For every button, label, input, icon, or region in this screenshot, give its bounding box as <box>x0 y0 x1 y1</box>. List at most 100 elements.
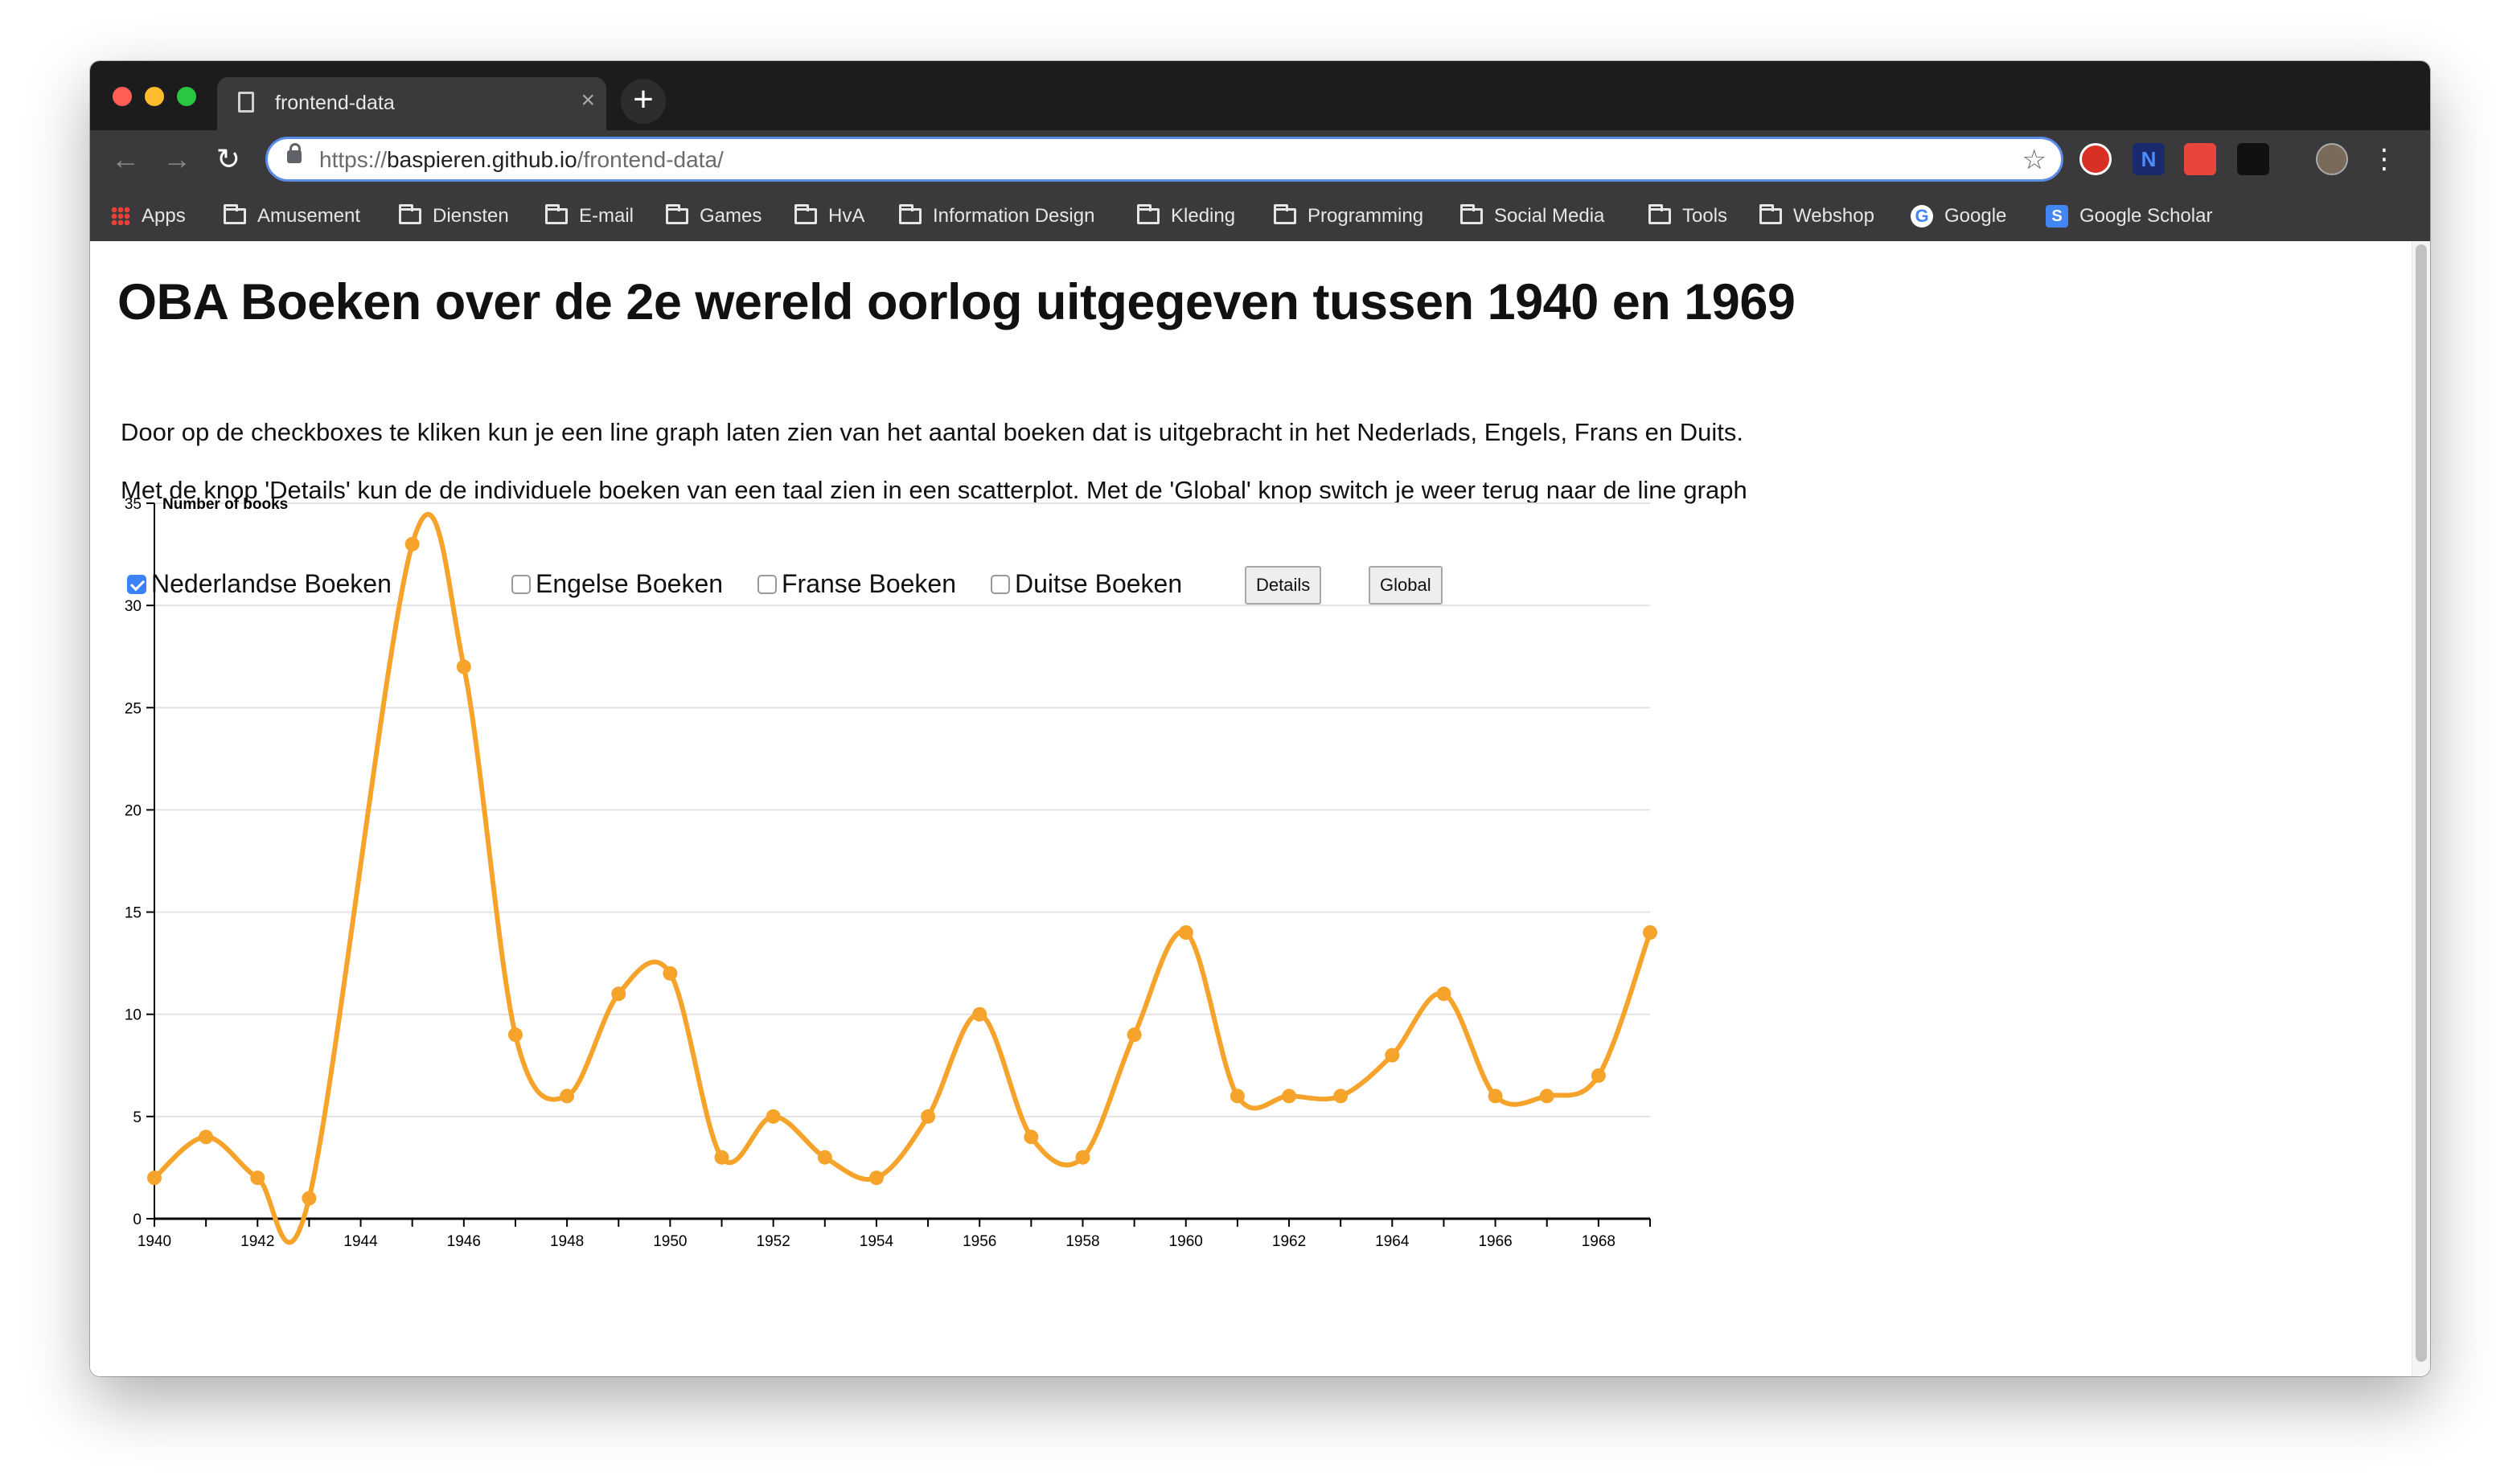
page-content: OBA Boeken over de 2e wereld oorlog uitg… <box>90 241 2430 1376</box>
y-tick-label: 10 <box>125 1007 142 1024</box>
bookmark-label: Apps <box>142 205 186 227</box>
bookmark-kleding[interactable]: Kleding <box>1137 201 1235 232</box>
bookmarks-bar: Apps Amusement Diensten E-mail Games HvA Infor… <box>90 191 2430 241</box>
data-point <box>560 1088 575 1104</box>
data-point <box>404 536 420 551</box>
global-button[interactable]: Global <box>1369 566 1443 605</box>
checkbox-checked-icon[interactable] <box>127 574 146 594</box>
data-point <box>456 659 471 674</box>
tab-title: frontend-data <box>275 92 395 114</box>
lock-icon <box>287 143 302 163</box>
new-tab-button[interactable]: + <box>621 79 666 124</box>
data-point <box>1178 925 1193 940</box>
folder-icon <box>545 204 568 224</box>
data-point <box>302 1191 317 1206</box>
data-point <box>1591 1068 1606 1083</box>
bookmark-label: Diensten <box>433 205 509 227</box>
bookmark-label: Games <box>700 205 762 227</box>
x-tick-label: 1962 <box>1272 1233 1306 1250</box>
bookmark-information-design[interactable]: Information Design <box>899 201 1094 232</box>
bookmark-e-mail[interactable]: E-mail <box>545 201 634 232</box>
folder-icon <box>1274 204 1296 224</box>
x-tick-label: 1940 <box>138 1233 171 1250</box>
browser-tab[interactable]: frontend-data × <box>217 77 606 130</box>
bookmark-games[interactable]: Games <box>666 201 762 232</box>
details-button[interactable]: Details <box>1245 566 1322 605</box>
extension-red-icon[interactable] <box>2079 143 2112 175</box>
scrollbar-track[interactable] <box>2412 241 2430 1376</box>
url-text[interactable]: https://baspieren.github.io/frontend-dat… <box>319 147 724 172</box>
checkbox-duitse-boeken[interactable]: Duitse Boeken <box>991 569 1182 599</box>
google-scholar-icon: S <box>2046 205 2068 228</box>
menu-dots-icon[interactable]: ⋮ <box>2371 144 2398 174</box>
details-paragraph: Met de knop 'Details' kun de de individu… <box>121 476 1747 504</box>
folder-icon <box>1759 204 1782 224</box>
series-line <box>153 511 1652 1245</box>
folder-icon <box>899 204 922 224</box>
bookmark-label: E-mail <box>579 205 634 227</box>
x-tick-label: 1964 <box>1375 1233 1410 1250</box>
checkbox-label: Nederlandse Boeken <box>151 569 392 598</box>
data-point <box>1539 1088 1554 1104</box>
back-arrow-icon[interactable]: ← <box>111 142 140 175</box>
bookmark-google[interactable]: G Google <box>1911 201 2006 232</box>
bookmark-tools[interactable]: Tools <box>1648 201 1727 232</box>
x-tick-label: 1948 <box>550 1233 584 1250</box>
y-axis-label: Number of books <box>162 496 288 513</box>
y-tick-label: 5 <box>133 1109 142 1126</box>
chart-controls: Nederlandse Boeken Engelse Boeken Franse… <box>119 563 1727 611</box>
extension-calendar-icon[interactable] <box>2184 143 2216 175</box>
address-bar[interactable]: https://baspieren.github.io/frontend-dat… <box>265 137 2063 182</box>
bookmark-star-icon[interactable]: ☆ <box>2022 145 2046 175</box>
data-point <box>1282 1088 1297 1104</box>
data-point <box>1488 1088 1503 1104</box>
x-tick-label: 1958 <box>1065 1233 1099 1250</box>
scrollbar-thumb[interactable] <box>2416 244 2427 1362</box>
page-icon <box>238 92 254 113</box>
forward-arrow-icon[interactable]: → <box>162 142 191 175</box>
maximize-window-button[interactable] <box>177 87 196 106</box>
y-tick-label: 30 <box>125 598 142 615</box>
checkbox-icon[interactable] <box>511 574 531 594</box>
data-point <box>147 1170 162 1186</box>
x-tick-label: 1946 <box>447 1233 481 1250</box>
extension-n-icon[interactable]: N <box>2133 143 2165 175</box>
bookmark-google-scholar[interactable]: S Google Scholar <box>2046 201 2212 232</box>
bookmark-label: Social Media <box>1494 205 1605 227</box>
reload-icon[interactable]: ↻ <box>216 142 241 175</box>
checkbox-label: Duitse Boeken <box>1015 569 1183 598</box>
checkbox-engelse-boeken[interactable]: Engelse Boeken <box>511 569 723 599</box>
google-icon: G <box>1911 205 1933 228</box>
bookmark-programming[interactable]: Programming <box>1274 201 1423 232</box>
line-chart: 0 5 10 15 20 25 30 35 Number of books 1940 1942 194… <box>125 496 1657 1250</box>
bookmark-apps[interactable]: Apps <box>111 201 186 232</box>
data-point <box>714 1150 729 1165</box>
profile-avatar[interactable] <box>2316 143 2348 175</box>
y-tick-label: 20 <box>125 802 142 819</box>
browser-window: frontend-data × + ← → ↻ https://baspiere… <box>90 61 2430 1376</box>
data-point <box>921 1109 936 1124</box>
browser-toolbar: ← → ↻ https://baspieren.github.io/fronte… <box>90 130 2430 191</box>
data-point <box>766 1109 781 1124</box>
bookmark-label: HvA <box>828 205 865 227</box>
data-point <box>663 965 678 981</box>
bookmark-amusement[interactable]: Amusement <box>224 201 360 232</box>
close-window-button[interactable] <box>113 87 132 106</box>
extension-dark-icon[interactable] <box>2237 143 2269 175</box>
folder-icon <box>1460 204 1483 224</box>
checkbox-nederlandse-boeken[interactable]: Nederlandse Boeken <box>127 569 392 599</box>
minimize-window-button[interactable] <box>145 87 164 106</box>
data-point <box>1075 1150 1090 1165</box>
checkbox-icon[interactable] <box>757 574 777 594</box>
close-tab-icon[interactable]: × <box>581 87 595 113</box>
checkbox-label: Franse Boeken <box>782 569 957 598</box>
checkbox-icon[interactable] <box>991 574 1010 594</box>
bookmark-webshop[interactable]: Webshop <box>1759 201 1874 232</box>
bookmark-label: Kleding <box>1171 205 1236 227</box>
bookmark-hva[interactable]: HvA <box>794 201 864 232</box>
bookmark-social-media[interactable]: Social Media <box>1460 201 1604 232</box>
bookmark-diensten[interactable]: Diensten <box>399 201 509 232</box>
y-tick-label: 25 <box>125 700 142 717</box>
checkbox-franse-boeken[interactable]: Franse Boeken <box>757 569 956 599</box>
x-tick-label: 1950 <box>653 1233 687 1250</box>
